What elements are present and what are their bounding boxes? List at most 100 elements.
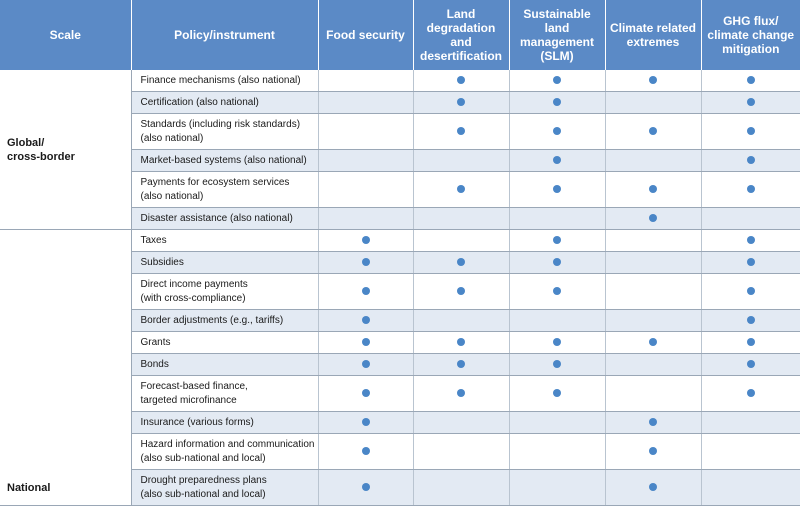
header-text-line: Scale — [49, 28, 81, 42]
bullet-dot-icon — [361, 337, 370, 346]
header-text-line: degradation — [426, 21, 496, 35]
bullet-dot-icon — [457, 337, 465, 346]
table-row: Grants — [0, 331, 800, 354]
mark-cell — [605, 70, 702, 92]
header-scale: Scale — [0, 0, 132, 70]
table-row: Drought preparedness plans (also sub-nati… — [0, 469, 800, 506]
bullet-dot-icon — [457, 75, 465, 84]
mark-cell — [701, 229, 800, 252]
mark-cell — [413, 91, 510, 114]
mark-cell — [318, 113, 414, 150]
header-policy-instrument: Policy/instrument — [131, 0, 319, 70]
mark-cell — [509, 353, 606, 376]
mark-cell — [701, 171, 800, 208]
bullet-dot-icon — [553, 337, 561, 346]
mark-cell — [605, 273, 702, 310]
policy-instrument-cell: Subsidies — [131, 251, 319, 274]
table-row: Market-based systems (also national) — [0, 149, 800, 172]
header-climate-extremes: Climate related extremes — [605, 0, 702, 70]
bullet-dot-icon — [361, 359, 370, 368]
table-row: Insurance (various forms) — [0, 411, 800, 434]
bullet-dot-icon — [553, 286, 561, 295]
mark-cell — [509, 113, 606, 150]
bullet-dot-icon — [457, 359, 465, 368]
policy-instrument-cell: Forecast-based finance, targeted microfin… — [131, 375, 319, 412]
mark-cell — [318, 375, 414, 412]
bullet-dot-icon — [746, 97, 755, 106]
bullet-dot-icon — [746, 257, 755, 266]
policy-instrument-cell: Insurance (various forms) — [131, 411, 319, 434]
mark-cell — [413, 469, 510, 506]
mark-cell — [413, 207, 510, 230]
policy-instrument-label: (with cross-compliance) — [140, 292, 246, 304]
bullet-dot-icon — [649, 446, 657, 455]
bullet-dot-icon — [649, 213, 657, 222]
mark-cell — [509, 469, 606, 506]
mark-cell — [701, 251, 800, 274]
header-text-line: (SLM) — [540, 49, 574, 63]
header-text-line: GHG flux/ — [723, 14, 779, 28]
scale-label: Global/ — [7, 136, 45, 149]
policy-instrument-label: Grants — [140, 336, 171, 348]
mark-cell — [413, 353, 510, 376]
mark-cell — [318, 171, 414, 208]
mark-cell — [509, 229, 606, 252]
header-text-line: Land — [446, 7, 476, 21]
mark-cell — [605, 375, 702, 412]
mark-cell — [318, 70, 414, 92]
table-body: Global/cross-border Finance mechanisms (a… — [0, 70, 800, 506]
bullet-dot-icon — [746, 315, 755, 324]
mark-cell — [413, 149, 510, 172]
policy-instrument-cell: Grants — [131, 331, 319, 354]
table-row: Direct income payments (with cross-compli… — [0, 273, 800, 310]
policy-instrument-cell: Disaster assistance (also national) — [131, 207, 319, 230]
table-row: Payments for ecosystem services (also nat… — [0, 171, 800, 208]
mark-cell — [509, 251, 606, 274]
bullet-dot-icon — [553, 359, 561, 368]
table-row: Forecast-based finance, targeted microfin… — [0, 375, 800, 412]
policy-instrument-label: Forecast-based finance, — [140, 380, 248, 392]
header-text-line: and — [450, 35, 472, 49]
bullet-dot-icon — [553, 126, 561, 135]
policy-instrument-label: Border adjustments (e.g., tariffs) — [140, 314, 284, 326]
bullet-dot-icon — [457, 126, 465, 135]
mark-cell — [701, 273, 800, 310]
mark-cell — [509, 91, 606, 114]
mark-cell — [605, 309, 702, 332]
bullet-dot-icon — [649, 417, 657, 426]
policy-instrument-label: Payments for ecosystem services — [140, 176, 290, 188]
policy-instrument-label: Direct income payments — [140, 278, 248, 290]
header-text-line: management — [519, 35, 595, 49]
policy-instrument-label: Market-based systems (also national) — [140, 154, 307, 166]
header-text-line: extremes — [626, 35, 680, 49]
table-row: Bonds — [0, 353, 800, 376]
bullet-dot-icon — [457, 286, 465, 295]
mark-cell — [413, 433, 510, 470]
mark-cell — [605, 251, 702, 274]
mark-cell — [413, 331, 510, 354]
mark-cell — [605, 331, 702, 354]
mark-cell — [413, 411, 510, 434]
bullet-dot-icon — [746, 235, 755, 244]
policy-instrument-label: Disaster assistance (also national) — [140, 212, 293, 224]
policy-instrument-label: Taxes — [140, 234, 167, 246]
mark-cell — [509, 207, 606, 230]
mark-cell — [605, 113, 702, 150]
mark-cell — [413, 171, 510, 208]
mark-cell — [605, 229, 702, 252]
bullet-dot-icon — [361, 417, 370, 426]
policy-instrument-cell: Bonds — [131, 353, 319, 376]
bullet-dot-icon — [649, 337, 657, 346]
bullet-dot-icon — [746, 286, 755, 295]
mark-cell — [318, 149, 414, 172]
header-text-line: land — [544, 21, 570, 35]
scale-label: cross-border — [7, 150, 75, 163]
mark-cell — [509, 375, 606, 412]
policy-instrument-cell: Drought preparedness plans (also sub-nati… — [131, 469, 319, 506]
header-text-line: Sustainable — [523, 7, 591, 21]
mark-cell — [509, 411, 606, 434]
header-text-line: mitigation — [722, 42, 780, 56]
mark-cell — [701, 207, 800, 230]
mark-cell — [701, 149, 800, 172]
scale-cell: National — [0, 229, 132, 506]
